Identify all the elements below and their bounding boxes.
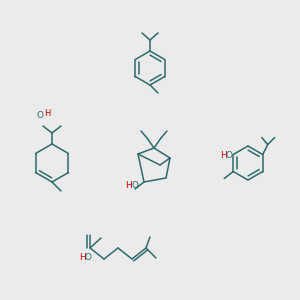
Text: O: O bbox=[226, 151, 233, 160]
Text: H: H bbox=[44, 109, 50, 118]
Text: H: H bbox=[79, 253, 86, 262]
Text: O: O bbox=[131, 181, 139, 190]
Text: H: H bbox=[124, 181, 131, 190]
Text: H: H bbox=[220, 151, 227, 160]
Text: O: O bbox=[85, 253, 92, 262]
Text: O: O bbox=[37, 112, 44, 121]
